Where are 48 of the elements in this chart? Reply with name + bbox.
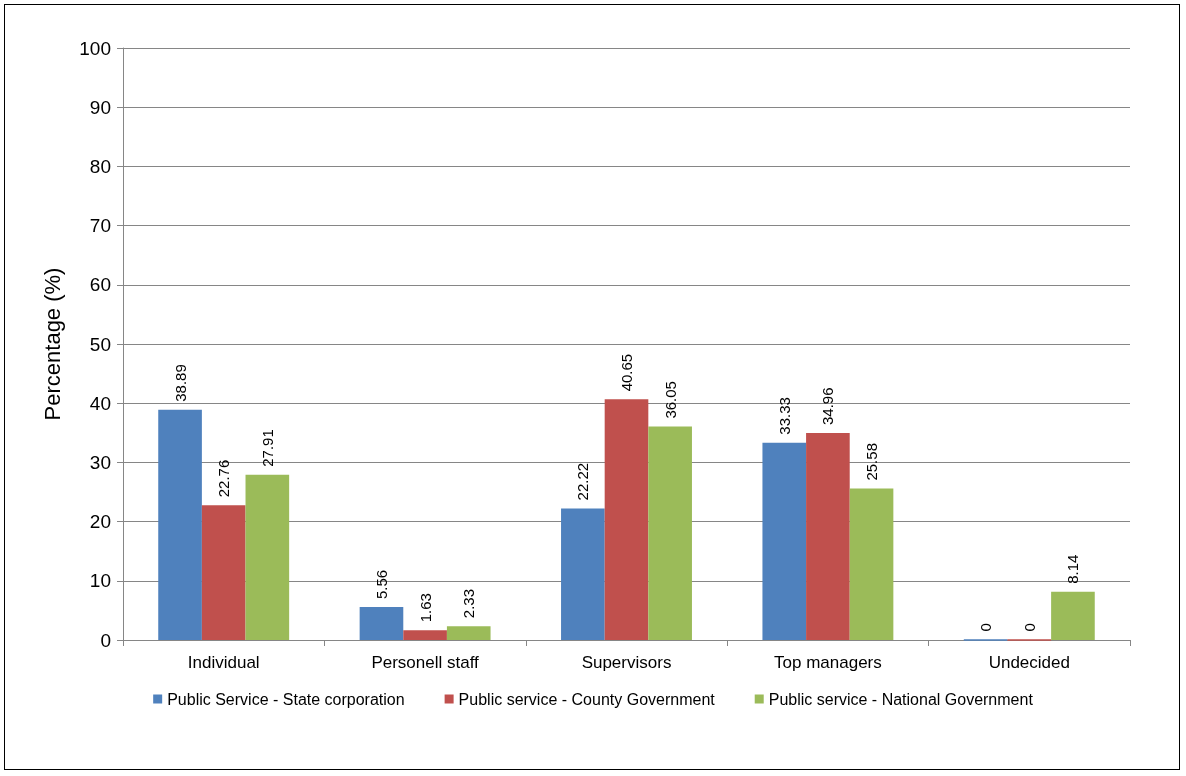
bar [403, 630, 447, 640]
data-label: 22.22 [574, 462, 592, 501]
data-label: 27.91 [258, 429, 276, 467]
x-tick-label: Supervisors [581, 653, 672, 672]
data-label: 2.33 [460, 589, 478, 619]
y-axis-title: Percentage (%) [39, 267, 65, 421]
data-label: 5.56 [372, 569, 390, 600]
data-label: 0 [977, 623, 995, 632]
legend-label: Public Service - State corporation [167, 690, 405, 708]
bar [604, 399, 649, 640]
data-label: 8.14 [1064, 554, 1082, 584]
bar [245, 474, 290, 640]
bar [561, 508, 605, 640]
data-label: 40.65 [618, 353, 635, 392]
y-tick-label: 50 [89, 333, 111, 355]
x-tick-label: Individual [187, 653, 260, 672]
x-tick-label: Top managers [774, 653, 882, 672]
data-label: 1.63 [416, 593, 434, 623]
y-tick-label: 70 [89, 215, 111, 237]
legend-label: Public service - County Government [458, 690, 716, 708]
bar [1051, 591, 1095, 640]
y-tick-label: 0 [100, 629, 111, 651]
data-label: 25.58 [863, 443, 881, 481]
y-tick-label: 60 [89, 274, 111, 296]
data-label: 22.76 [215, 459, 233, 498]
bar [762, 442, 807, 640]
bar [158, 409, 202, 640]
x-tick-label: Undecided [988, 653, 1070, 672]
x-tick-label: Personell staff [371, 653, 480, 672]
bar [648, 426, 692, 640]
data-label: 38.89 [171, 364, 189, 402]
y-tick-label: 80 [89, 155, 111, 177]
bar [849, 488, 894, 640]
bar [446, 626, 491, 640]
legend-label: Public service - National Government [768, 690, 1034, 708]
y-tick-label: 100 [79, 37, 111, 59]
y-tick-label: 90 [89, 96, 111, 118]
data-label: 33.33 [775, 397, 793, 435]
bar [806, 433, 850, 640]
bar [359, 607, 404, 640]
y-tick-label: 20 [89, 511, 111, 533]
bar [201, 505, 246, 640]
y-tick-label: 30 [89, 451, 111, 473]
y-tick-label: 10 [89, 570, 111, 592]
y-tick-label: 40 [89, 392, 111, 414]
data-label: 36.05 [661, 381, 679, 419]
data-label: 34.96 [819, 387, 837, 426]
data-label: 0 [1020, 623, 1038, 632]
